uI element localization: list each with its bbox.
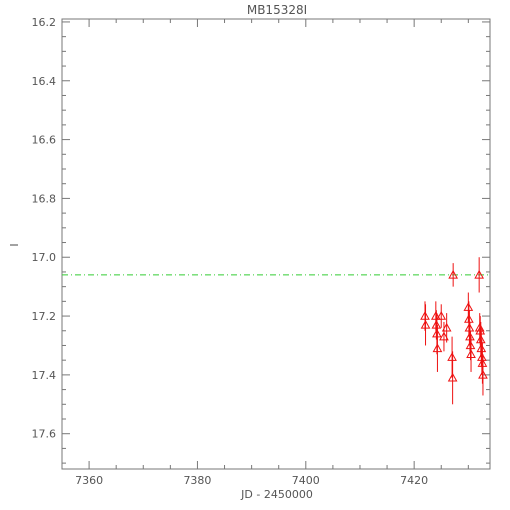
triangle-marker [432, 328, 442, 338]
triangle-marker [441, 322, 452, 332]
y-tick-label: 17.2 [32, 310, 57, 323]
data-point [465, 330, 476, 361]
triangle-marker [474, 322, 485, 332]
triangle-marker [465, 340, 476, 350]
triangle-marker [475, 334, 486, 344]
data-point [432, 313, 442, 355]
triangle-marker [476, 343, 487, 353]
triangle-marker [420, 319, 431, 329]
data-point [420, 301, 430, 331]
y-tick-label: 16.4 [32, 75, 57, 88]
triangle-marker [436, 311, 447, 320]
data-point [463, 292, 474, 322]
triangle-marker [420, 311, 430, 320]
triangle-marker [477, 358, 488, 367]
axis-ticks: 7360 7380 7400 7420 16.2 16.4 16.6 16.8 17.0 17.2… [32, 16, 490, 487]
y-tick-label: 17.4 [32, 369, 57, 382]
triangle-marker [447, 372, 458, 382]
data-point [474, 257, 485, 293]
triangle-marker [466, 349, 476, 358]
data-point [430, 301, 441, 331]
x-tick-label: 7420 [400, 474, 428, 487]
data-point [448, 263, 459, 287]
triangle-marker [431, 319, 442, 329]
data-point [447, 351, 458, 405]
triangle-marker [463, 302, 474, 311]
triangle-marker [439, 331, 449, 341]
chart-title: MB15328I [247, 3, 307, 17]
data-point [447, 336, 457, 378]
data-point [420, 304, 431, 346]
data-points [420, 257, 488, 405]
triangle-marker [464, 313, 474, 323]
data-point [441, 313, 452, 343]
data-point [466, 336, 476, 372]
x-axis-label: JD - 2450000 [240, 488, 313, 501]
triangle-marker [475, 325, 486, 335]
y-tick-label: 17.0 [32, 251, 57, 264]
triangle-marker [465, 331, 475, 341]
data-point [465, 321, 475, 352]
data-point [478, 354, 488, 396]
y-axis-label: I [8, 243, 21, 246]
y-tick-label: 16.8 [32, 192, 57, 205]
triangle-marker [430, 311, 441, 320]
triangle-marker [432, 343, 443, 353]
y-tick-label: 16.2 [32, 16, 57, 29]
data-point [439, 321, 449, 352]
plot-frame [61, 18, 491, 470]
data-point [432, 324, 443, 372]
data-point [475, 316, 486, 346]
triangle-marker [464, 322, 475, 332]
x-tick-label: 7360 [75, 474, 103, 487]
data-point [477, 342, 488, 384]
data-point [436, 304, 447, 328]
triangle-marker [447, 352, 457, 361]
x-tick-label: 7380 [183, 474, 211, 487]
y-tick-label: 17.6 [32, 428, 57, 441]
triangle-marker [478, 369, 488, 379]
triangle-marker [474, 269, 485, 279]
y-tick-label: 16.6 [32, 134, 57, 147]
data-point [431, 310, 442, 340]
triangle-marker [448, 269, 459, 279]
x-tick-label: 7400 [292, 474, 320, 487]
